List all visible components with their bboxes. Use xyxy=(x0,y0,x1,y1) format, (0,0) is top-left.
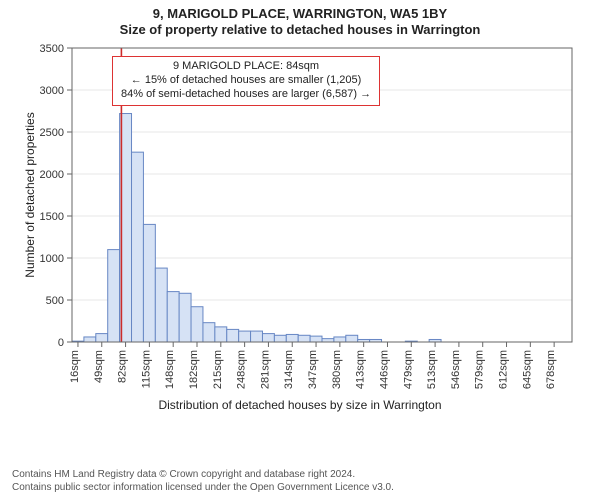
y-axis-label: Number of detached properties xyxy=(23,112,37,277)
x-tick-label: 513sqm xyxy=(426,350,438,389)
y-tick-label: 1500 xyxy=(40,211,64,223)
histogram-bar xyxy=(298,335,310,342)
histogram-bar xyxy=(96,334,108,342)
footer-line: Contains public sector information licen… xyxy=(12,482,394,495)
footer-line: Contains HM Land Registry data © Crown c… xyxy=(12,469,394,482)
x-tick-label: 446sqm xyxy=(378,350,390,389)
histogram-bar xyxy=(251,331,263,342)
info-box: 9 MARIGOLD PLACE: 84sqm← 15% of detached… xyxy=(112,56,380,106)
x-tick-label: 413sqm xyxy=(355,350,367,389)
histogram-bar xyxy=(179,293,191,342)
histogram-bar xyxy=(108,250,120,342)
y-tick-label: 0 xyxy=(58,337,64,349)
histogram-bar xyxy=(286,334,298,342)
histogram-bar xyxy=(346,335,358,342)
x-tick-label: 645sqm xyxy=(521,350,533,389)
histogram-bar xyxy=(262,334,274,342)
title-line-1: 9, MARIGOLD PLACE, WARRINGTON, WA5 1BY xyxy=(0,6,600,22)
x-tick-label: 248sqm xyxy=(236,350,248,389)
histogram-bar xyxy=(143,224,155,342)
histogram-bar xyxy=(274,335,286,342)
x-tick-label: 16sqm xyxy=(69,350,81,383)
histogram-bar xyxy=(215,327,227,342)
y-tick-label: 1000 xyxy=(40,253,64,265)
histogram-bar xyxy=(203,323,215,342)
y-tick-label: 500 xyxy=(46,295,64,307)
histogram-bar xyxy=(310,336,322,342)
x-tick-label: 314sqm xyxy=(283,350,295,389)
histogram-bar xyxy=(191,307,203,342)
histogram-bar xyxy=(155,268,167,342)
x-tick-label: 115sqm xyxy=(140,350,152,388)
x-tick-label: 281sqm xyxy=(259,350,271,389)
title-line-2: Size of property relative to detached ho… xyxy=(0,22,600,38)
info-box-line: 9 MARIGOLD PLACE: 84sqm xyxy=(121,60,371,74)
info-box-line: ← 15% of detached houses are smaller (1,… xyxy=(121,74,371,88)
histogram-bar xyxy=(334,337,346,342)
x-tick-label: 546sqm xyxy=(450,350,462,389)
histogram-bar xyxy=(239,331,251,342)
x-tick-label: 579sqm xyxy=(474,350,486,389)
chart-title: 9, MARIGOLD PLACE, WARRINGTON, WA5 1BY S… xyxy=(0,0,600,39)
x-axis-label: Distribution of detached houses by size … xyxy=(0,398,600,412)
footer-attribution: Contains HM Land Registry data © Crown c… xyxy=(12,469,394,494)
x-tick-label: 380sqm xyxy=(331,350,343,389)
x-tick-label: 148sqm xyxy=(164,350,176,389)
x-tick-label: 215sqm xyxy=(212,350,224,389)
histogram-bar xyxy=(84,337,96,342)
histogram-bar xyxy=(132,152,144,342)
x-tick-label: 182sqm xyxy=(188,350,200,389)
histogram-bar xyxy=(322,339,334,342)
x-tick-label: 347sqm xyxy=(307,350,319,389)
x-tick-label: 49sqm xyxy=(93,350,105,383)
histogram-bar xyxy=(167,292,179,342)
info-box-line: 84% of semi-detached houses are larger (… xyxy=(121,88,371,102)
y-tick-label: 3500 xyxy=(40,43,64,55)
histogram-bar xyxy=(227,329,239,342)
y-tick-label: 2000 xyxy=(40,169,64,181)
x-tick-label: 479sqm xyxy=(402,350,414,389)
y-tick-label: 2500 xyxy=(40,127,64,139)
x-tick-label: 82sqm xyxy=(117,350,129,383)
x-tick-label: 678sqm xyxy=(545,350,557,389)
y-tick-label: 3000 xyxy=(40,85,64,97)
x-tick-label: 612sqm xyxy=(498,350,510,389)
